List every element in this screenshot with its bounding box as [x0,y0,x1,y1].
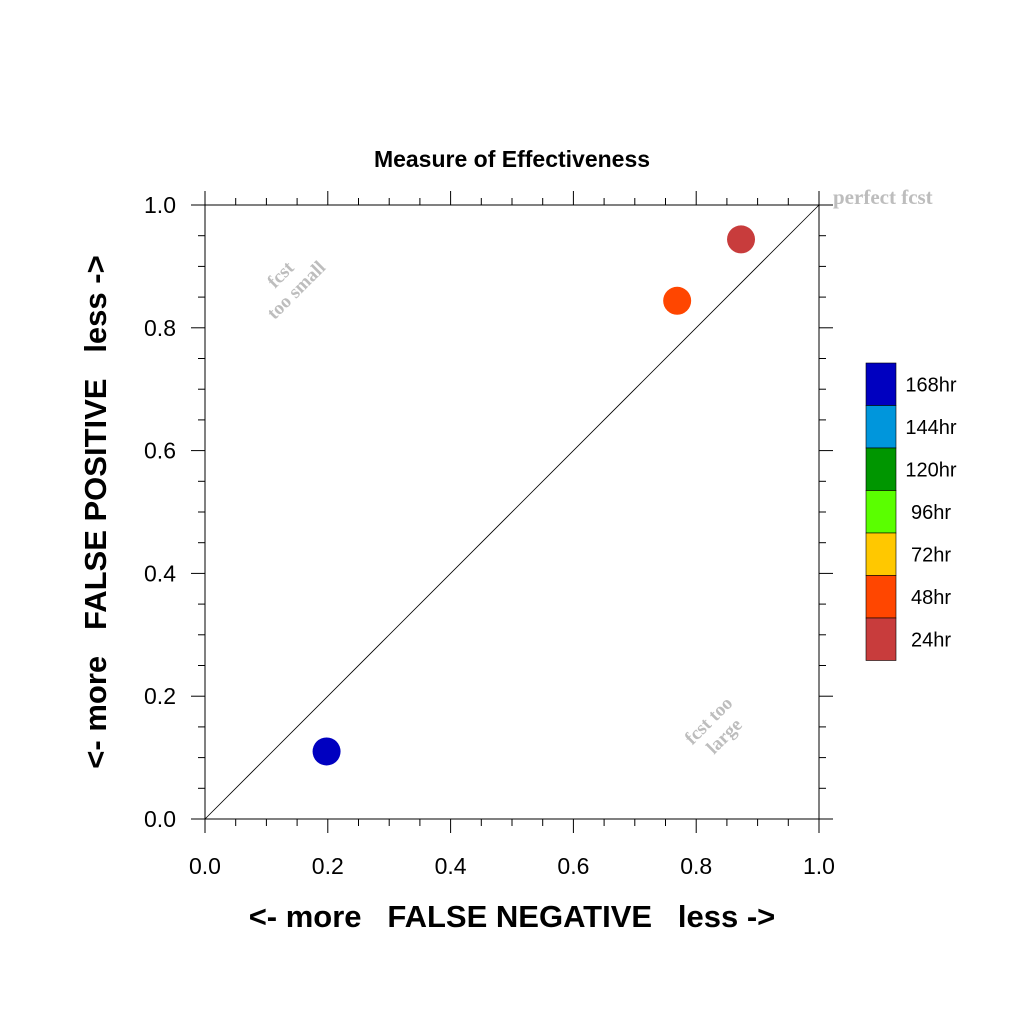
perfect-fcst-label: perfect fcst [833,185,933,209]
legend-label-120hr: 120hr [905,459,956,481]
y-tick-label: 1.0 [144,192,176,218]
legend-label-168hr: 168hr [905,374,956,396]
y-axis-label: <- more FALSE POSITIVE less -> [78,255,113,768]
x-tick-label: 0.6 [557,853,589,879]
legend-swatch-120hr [865,447,897,491]
x-tick-label: 0.2 [312,853,344,879]
point-24hr [727,225,756,254]
y-tick-label: 0.8 [144,315,176,341]
legend-swatch-168hr [865,362,897,406]
axis-tick-labels: 0.0 0.2 0.4 0.6 0.8 1.0 0.0 0.2 0.4 0.6 0.8 1.0 [144,192,835,879]
legend: 168hr 144hr 120hr 96hr 72hr 48hr 24hr [865,362,957,661]
perfect-forecast-line [204,204,820,820]
legend-label-72hr: 72hr [911,544,951,566]
legend-label-48hr: 48hr [911,587,951,609]
annotation-fcst-too-small: fcst too small [263,257,330,324]
axis-ticks [191,191,833,833]
legend-swatch-72hr [865,532,897,576]
x-axis-label: <- more FALSE NEGATIVE less -> [249,899,776,934]
annotation-fcst-too-large: fcst too large [681,693,747,759]
legend-swatch-24hr [865,617,897,661]
legend-swatch-96hr [865,490,897,534]
legend-label-96hr: 96hr [911,502,951,524]
y-tick-label: 0.6 [144,438,176,464]
legend-swatch-48hr [865,575,897,619]
point-168hr [312,737,341,766]
data-points [312,225,756,766]
x-tick-label: 0.0 [189,853,221,879]
x-tick-label: 0.8 [680,853,712,879]
legend-swatch-144hr [865,405,897,449]
legend-label-24hr: 24hr [911,629,951,651]
y-tick-label: 0.2 [144,683,176,709]
point-48hr [663,286,692,315]
x-tick-label: 0.4 [435,853,467,879]
y-tick-label: 0.0 [144,806,176,832]
y-tick-label: 0.4 [144,560,176,586]
chart-title: Measure of Effectiveness [374,146,650,172]
legend-label-144hr: 144hr [905,417,956,439]
x-tick-label: 1.0 [803,853,835,879]
